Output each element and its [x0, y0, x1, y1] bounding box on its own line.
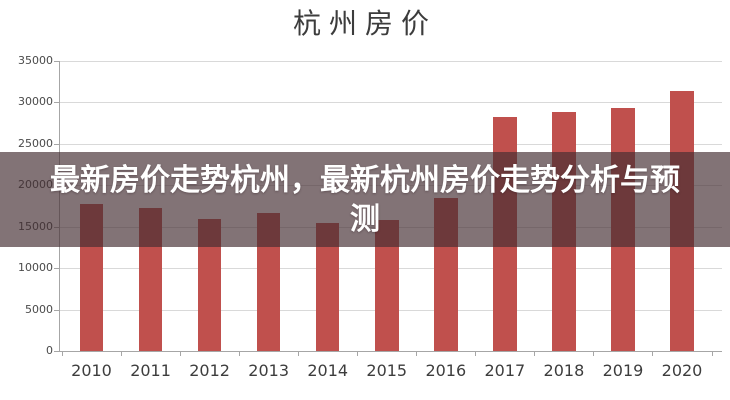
y-axis-tick [54, 268, 59, 270]
y-axis-tick [54, 309, 59, 311]
x-axis-label-2019: 2019 [602, 361, 644, 380]
x-axis-label-2011: 2011 [130, 361, 171, 380]
x-axis-label-2012: 2012 [189, 361, 230, 380]
x-axis-label-2020: 2020 [661, 361, 703, 380]
x-axis-label-2015: 2015 [366, 361, 408, 380]
bar-2012 [197, 219, 222, 351]
headline-overlay-banner: 最新房价走势杭州，最新杭州房价走势分析与预 测 [0, 152, 730, 247]
x-axis-tick [652, 352, 654, 356]
y-axis-tick-label: 5000 [25, 302, 53, 316]
x-axis-tick [475, 352, 477, 356]
bar-2013 [256, 212, 281, 351]
x-axis-tick [711, 352, 713, 356]
y-gridline [59, 143, 722, 145]
bar-2015 [375, 220, 399, 351]
y-axis-tick-label: 30000 [18, 95, 53, 109]
x-axis-tick [61, 352, 63, 356]
x-axis-tick [357, 352, 359, 356]
y-axis-tick-label: 0 [46, 344, 53, 357]
x-axis-tick [593, 352, 595, 356]
y-axis-tick-label: 35000 [18, 54, 53, 67]
x-axis-tick [298, 352, 300, 356]
chart-title: 杭州房价 [292, 7, 437, 40]
y-gridline [59, 102, 722, 104]
headline-text-line1: 最新房价走势杭州，最新杭州房价走势分析与预 [50, 162, 680, 198]
x-axis-tick [121, 352, 123, 356]
x-axis-label-2013: 2013 [248, 361, 289, 380]
y-axis-tick-label: 10000 [18, 261, 53, 275]
y-axis-tick [54, 143, 59, 145]
x-axis-label-2018: 2018 [543, 361, 585, 380]
y-axis-tick [54, 61, 59, 62]
x-axis-tick [534, 352, 536, 356]
x-axis-tick [239, 352, 241, 356]
y-gridline [59, 61, 722, 62]
x-axis-tick [180, 352, 182, 356]
y-axis-tick-label: 25000 [18, 136, 53, 150]
x-axis-label-2017: 2017 [484, 361, 526, 380]
x-axis-label-2016: 2016 [425, 361, 467, 380]
y-axis-tick [54, 351, 59, 352]
y-axis-tick [54, 102, 59, 104]
x-axis-label-2010: 2010 [71, 361, 112, 380]
x-axis-label-2014: 2014 [307, 361, 349, 380]
x-axis-line [59, 351, 722, 352]
x-axis-tick [416, 352, 418, 356]
bar-2014 [315, 222, 340, 351]
headline-text-line2: 测 [350, 201, 380, 237]
